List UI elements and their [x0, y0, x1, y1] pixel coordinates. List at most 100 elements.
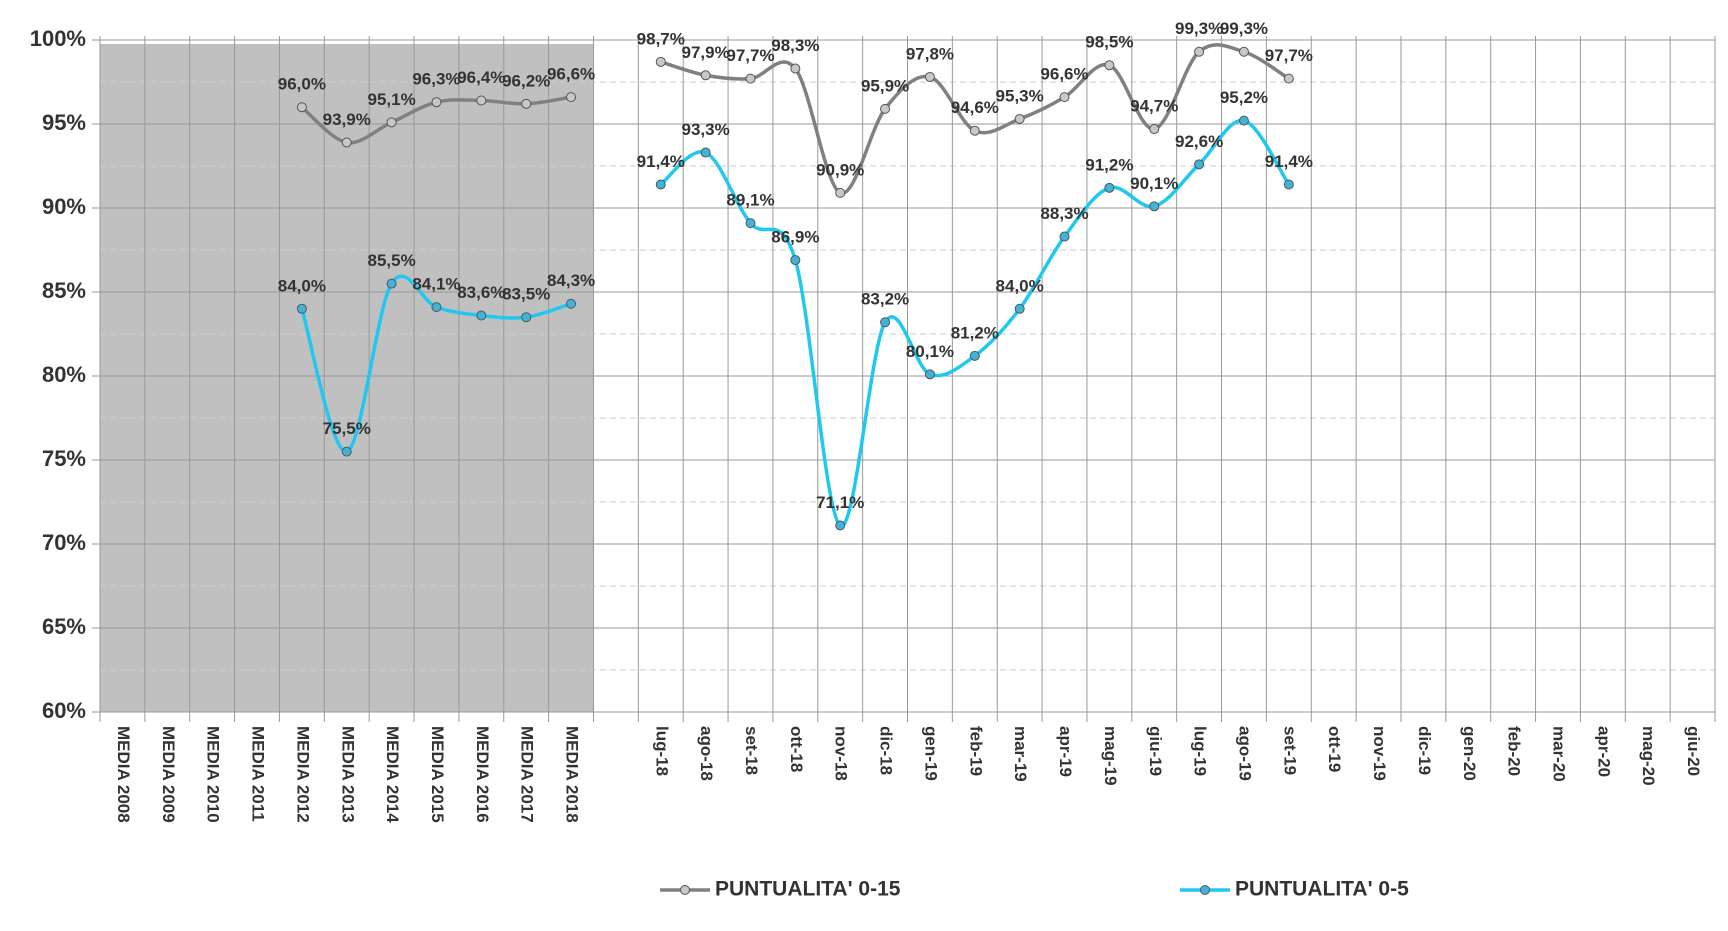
point: [431, 97, 442, 108]
data-label: 95,3%: [996, 86, 1044, 105]
point: [1059, 92, 1070, 103]
point: [700, 147, 711, 158]
data-label: 84,3%: [547, 271, 595, 290]
data-label: 85,5%: [367, 251, 415, 270]
point: [1014, 303, 1025, 314]
data-label: 92,6%: [1175, 132, 1223, 151]
point: [655, 56, 666, 67]
y-tick-label: 85%: [42, 278, 86, 303]
point: [969, 350, 980, 361]
x-tick-label: mar-19: [1011, 726, 1030, 782]
point: [1014, 113, 1025, 124]
data-label: 98,7%: [637, 29, 685, 48]
x-tick-label: dic-18: [877, 726, 896, 775]
point: [341, 137, 352, 148]
x-tick-label: ott-19: [1325, 726, 1344, 772]
point: [296, 102, 307, 113]
data-label: 86,9%: [771, 228, 819, 247]
point: [790, 63, 801, 74]
x-tick-label: set-18: [742, 726, 761, 775]
point: [1238, 46, 1249, 57]
data-label: 96,4%: [457, 68, 505, 87]
point: [1194, 46, 1205, 57]
data-label: 99,3%: [1175, 19, 1223, 38]
point: [745, 218, 756, 229]
y-tick-label: 100%: [30, 26, 86, 51]
x-tick-label: ago-18: [697, 726, 716, 781]
point: [521, 312, 532, 323]
data-label: 96,6%: [1040, 65, 1088, 84]
x-tick-label: giu-20: [1684, 726, 1703, 776]
point: [655, 179, 666, 190]
x-tick-label: apr-20: [1594, 726, 1613, 777]
data-label: 95,2%: [1220, 88, 1268, 107]
data-label: 97,9%: [682, 43, 730, 62]
point: [476, 95, 487, 106]
x-tick-label: feb-20: [1505, 726, 1524, 776]
point: [1283, 179, 1294, 190]
point: [1283, 73, 1294, 84]
y-tick-label: 95%: [42, 110, 86, 135]
y-tick-label: 80%: [42, 362, 86, 387]
data-label: 95,9%: [861, 76, 909, 95]
legend-marker: [1200, 885, 1210, 895]
data-label: 96,0%: [278, 75, 326, 94]
data-label: 93,9%: [323, 110, 371, 129]
x-tick-label: nov-19: [1370, 726, 1389, 781]
x-tick-label: ott-18: [787, 726, 806, 772]
data-label: 97,7%: [1265, 46, 1313, 65]
y-tick-label: 75%: [42, 446, 86, 471]
y-tick-label: 70%: [42, 530, 86, 555]
data-label: 93,3%: [682, 120, 730, 139]
x-tick-label: nov-18: [832, 726, 851, 781]
x-tick-label: feb-19: [966, 726, 985, 776]
x-tick-label: ago-19: [1235, 726, 1254, 781]
x-tick-label: MEDIA 2013: [338, 726, 357, 823]
point: [1104, 182, 1115, 193]
x-tick-label: MEDIA 2016: [473, 726, 492, 823]
point: [296, 303, 307, 314]
point: [1059, 231, 1070, 242]
data-label: 83,2%: [861, 290, 909, 309]
data-label: 98,5%: [1085, 33, 1133, 52]
point: [1194, 159, 1205, 170]
legend-label: PUNTUALITA' 0-15: [715, 878, 901, 901]
x-tick-label: MEDIA 2010: [204, 726, 223, 823]
x-tick-label: dic-19: [1415, 726, 1434, 775]
point: [386, 278, 397, 289]
data-label: 84,0%: [278, 276, 326, 295]
data-label: 90,1%: [1130, 174, 1178, 193]
data-label: 91,4%: [1265, 152, 1313, 171]
x-tick-label: MEDIA 2017: [518, 726, 537, 823]
point: [341, 446, 352, 457]
x-tick-label: lug-19: [1191, 726, 1210, 776]
point: [835, 187, 846, 198]
x-tick-label: MEDIA 2009: [159, 726, 178, 823]
data-label: 91,2%: [1085, 155, 1133, 174]
point: [835, 520, 846, 531]
x-tick-label: MEDIA 2015: [428, 726, 447, 823]
x-tick-label: MEDIA 2008: [114, 726, 133, 823]
data-label: 89,1%: [726, 191, 774, 210]
point: [700, 70, 711, 81]
data-label: 97,8%: [906, 44, 954, 63]
point: [566, 92, 577, 103]
data-label: 94,6%: [951, 98, 999, 117]
data-label: 83,5%: [502, 285, 550, 304]
data-label: 96,2%: [502, 71, 550, 90]
data-label: 75,5%: [323, 419, 371, 438]
data-label: 88,3%: [1040, 204, 1088, 223]
data-label: 91,4%: [637, 152, 685, 171]
x-tick-label: MEDIA 2018: [563, 726, 582, 823]
x-tick-label: MEDIA 2011: [249, 726, 268, 822]
data-label: 98,3%: [771, 36, 819, 55]
data-label: 94,7%: [1130, 97, 1178, 116]
data-label: 80,1%: [906, 342, 954, 361]
x-tick-label: mag-20: [1639, 726, 1658, 786]
point: [1238, 115, 1249, 126]
data-label: 95,1%: [367, 90, 415, 109]
data-label: 96,6%: [547, 65, 595, 84]
point: [745, 73, 756, 84]
y-tick-label: 90%: [42, 194, 86, 219]
y-tick-label: 60%: [42, 698, 86, 723]
